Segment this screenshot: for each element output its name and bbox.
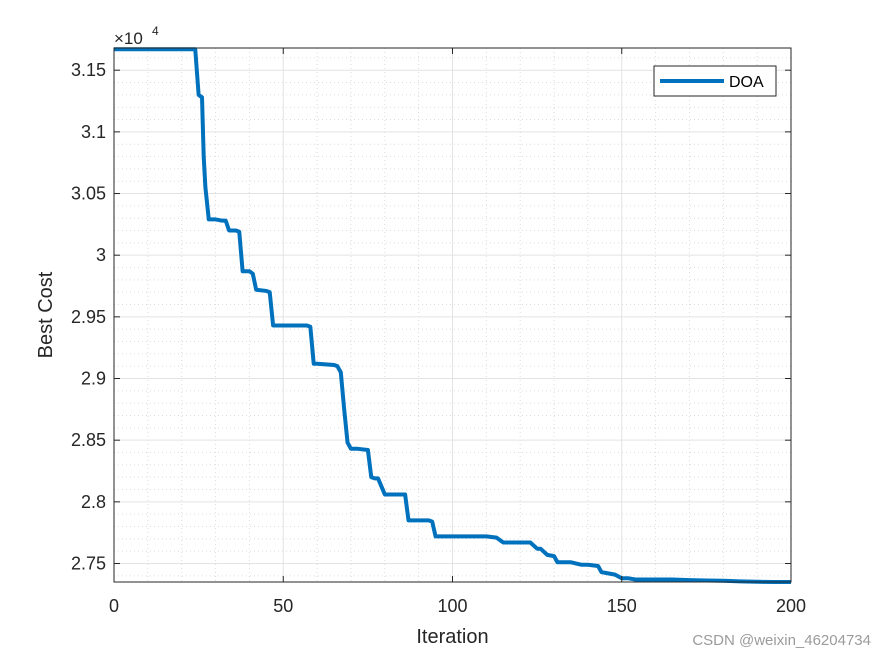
ticks — [113, 48, 792, 582]
x-tick-label: 150 — [607, 596, 637, 616]
x-axis-label: Iteration — [416, 626, 488, 648]
y-axis-label: Best Cost — [35, 271, 57, 358]
y-tick-label: 2.75 — [71, 554, 106, 574]
legend-label-doa: DOA — [729, 74, 764, 91]
x-tick-label: 0 — [109, 596, 119, 616]
y-tick-label: 2.95 — [71, 307, 106, 327]
y-tick-label: 3 — [96, 245, 106, 265]
minor-grid — [114, 48, 791, 582]
x-tick-label: 200 — [776, 596, 806, 616]
x-tick-labels: 0 50 100 150 200 — [109, 596, 806, 616]
y-tick-label: 3.05 — [71, 184, 106, 204]
y-tick-label: 3.1 — [81, 122, 106, 142]
x-tick-label: 100 — [437, 596, 467, 616]
y-exponent-base: ×10 — [114, 29, 143, 48]
legend: DOA — [653, 65, 777, 97]
x-tick-label: 50 — [273, 596, 293, 616]
y-tick-label: 2.8 — [81, 492, 106, 512]
y-tick-label: 3.15 — [71, 60, 106, 80]
y-exponent-power: 4 — [152, 24, 159, 38]
y-tick-labels: 2.75 2.8 2.85 2.9 2.95 3 3.05 3.1 3.15 — [71, 60, 106, 573]
series-layer — [114, 47, 791, 584]
y-tick-label: 2.85 — [71, 430, 106, 450]
watermark: CSDN @weixin_46204734 — [692, 632, 871, 649]
y-tick-label: 2.9 — [81, 369, 106, 389]
series-line-doa — [114, 47, 791, 584]
